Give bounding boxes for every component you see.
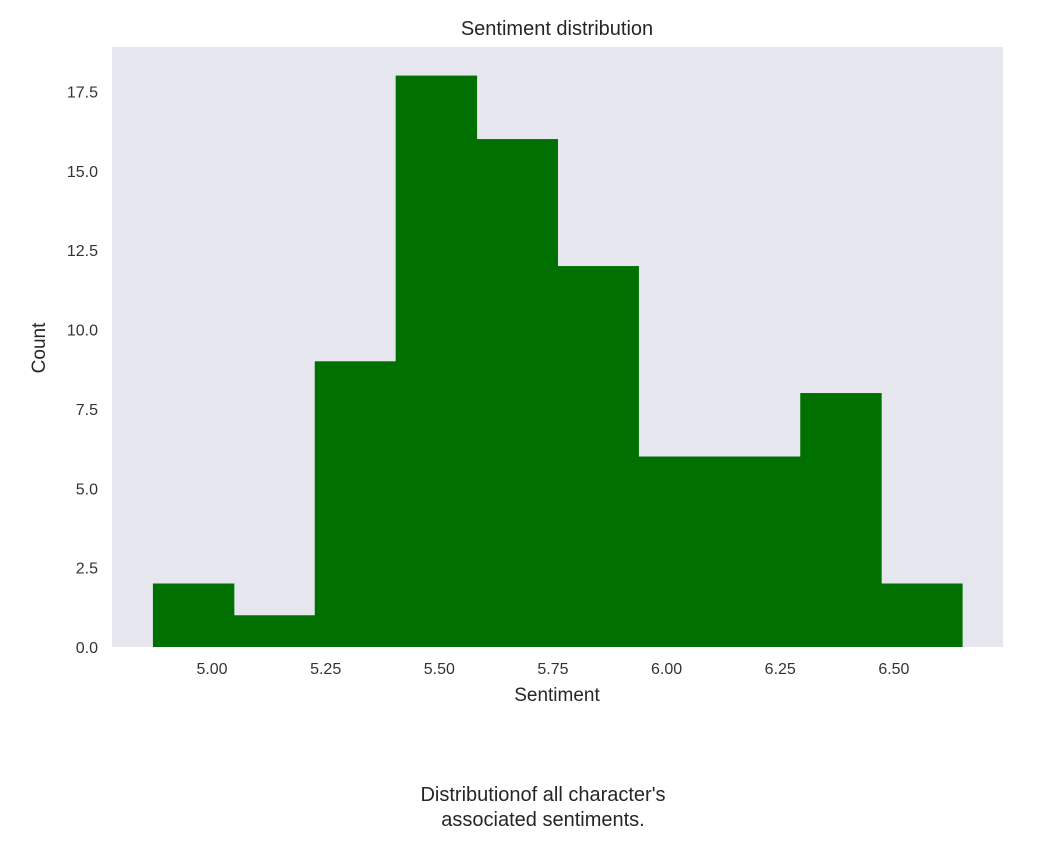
- histogram-bar-6: [557, 266, 639, 647]
- y-axis-label: Count: [29, 322, 50, 373]
- histogram-bar-3: [314, 361, 397, 647]
- y-tick-label: 12.5: [67, 243, 98, 260]
- histogram-bar-10: [881, 583, 963, 647]
- x-tick-label: 6.50: [878, 661, 909, 678]
- x-axis-label: Sentiment: [514, 685, 600, 706]
- histogram-bar-7: [638, 456, 720, 647]
- x-tick-label: 5.25: [310, 661, 341, 678]
- y-tick-label: 10.0: [67, 323, 98, 340]
- y-tick-label: 2.5: [76, 561, 98, 578]
- histogram-bar-8: [719, 456, 801, 647]
- histogram-bar-5: [476, 139, 558, 648]
- x-tick-label: 6.00: [651, 661, 682, 678]
- y-axis-ticks: 0.0 2.5 5.0 7.5 10.0 12.5 15.0 17.5: [67, 84, 98, 657]
- histogram-bar-4: [395, 75, 478, 648]
- x-tick-label: 5.00: [196, 661, 227, 678]
- chart-title: Sentiment distribution: [461, 18, 653, 40]
- y-tick-label: 15.0: [67, 164, 98, 181]
- y-tick-label: 0.0: [76, 640, 98, 657]
- figure-caption: Distributionof all character's associate…: [0, 783, 1046, 833]
- caption-line-2: associated sentiments.: [441, 809, 645, 831]
- y-tick-label: 7.5: [76, 402, 98, 419]
- histogram-bar-9: [800, 393, 882, 647]
- histogram-chart: 5.00 5.25 5.50 5.75 6.00 6.25 6.50 0.0 2.5 5.0 7.…: [29, 18, 1003, 706]
- histogram-bar-1: [152, 583, 235, 647]
- x-tick-label: 5.75: [537, 661, 568, 678]
- x-axis-ticks: 5.00 5.25 5.50 5.75 6.00 6.25 6.50: [196, 661, 909, 678]
- y-tick-label: 5.0: [76, 481, 98, 498]
- histogram-bar-2: [233, 615, 316, 647]
- x-tick-label: 5.50: [424, 661, 455, 678]
- caption-line-1: Distributionof all character's: [420, 784, 666, 806]
- x-tick-label: 6.25: [765, 661, 796, 678]
- histogram-bars: [152, 75, 963, 648]
- y-tick-label: 17.5: [67, 84, 98, 101]
